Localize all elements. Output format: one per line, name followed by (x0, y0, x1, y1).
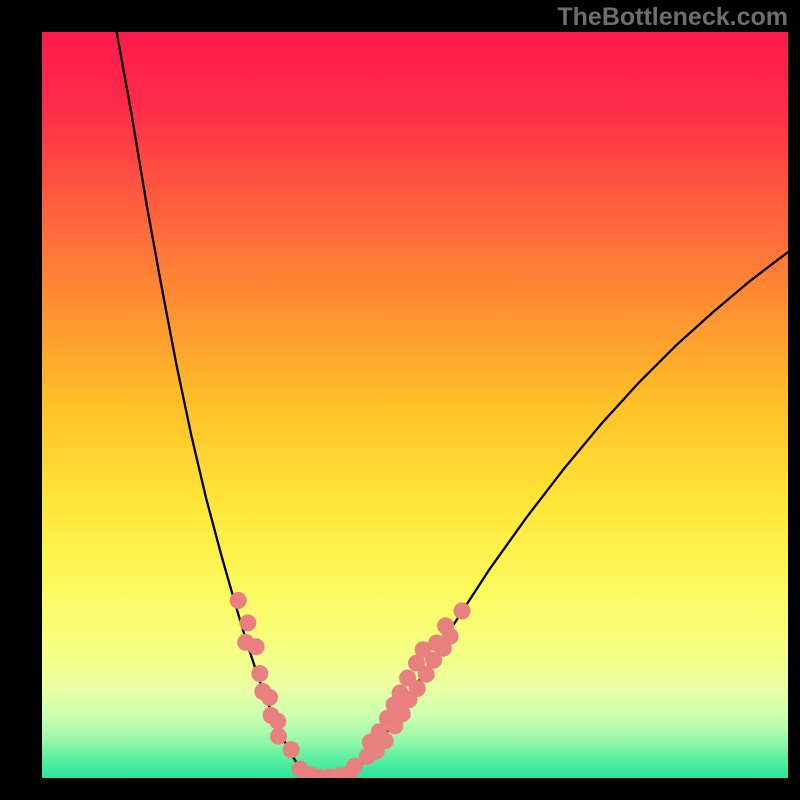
data-marker (283, 741, 300, 758)
data-marker (269, 713, 286, 730)
data-marker (409, 680, 426, 697)
data-marker (270, 728, 287, 745)
data-marker (442, 628, 459, 645)
curve-left (117, 32, 318, 778)
data-marker (261, 689, 278, 706)
data-marker (248, 638, 265, 655)
chart-svg (42, 32, 788, 778)
watermark-text: TheBottleneck.com (557, 3, 788, 32)
marker-group (230, 592, 471, 778)
plot-area (42, 32, 788, 778)
data-marker (251, 665, 268, 682)
data-marker (230, 592, 247, 609)
data-marker (454, 602, 471, 619)
data-marker (377, 732, 394, 749)
data-marker (239, 614, 256, 631)
